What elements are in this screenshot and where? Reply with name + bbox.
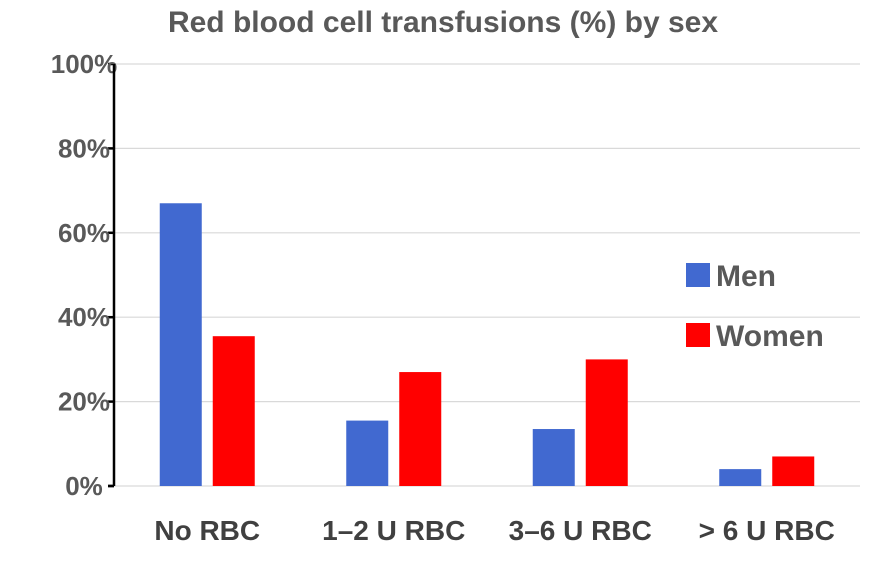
y-tick-label: 80%	[58, 133, 110, 163]
bars	[159, 203, 815, 486]
legend-label-women: Women	[716, 320, 824, 353]
legend-swatch-women	[686, 323, 710, 347]
bar-men-0	[159, 203, 202, 486]
y-tick-label: 20%	[58, 387, 110, 417]
y-tick-label: 60%	[58, 218, 110, 248]
chart-title: Red blood cell transfusions (%) by sex	[168, 6, 718, 39]
y-tick-label: 40%	[58, 302, 110, 332]
x-tick-label: 1–2 U RBC	[322, 515, 465, 546]
bar-women-1	[399, 372, 442, 486]
bar-women-2	[585, 359, 628, 486]
bar-women-3	[772, 456, 815, 486]
y-axis-tick-labels: 0% 20% 40% 60% 80% 100%	[51, 49, 118, 501]
bar-men-3	[719, 469, 762, 486]
x-tick-label: 3–6 U RBC	[509, 515, 652, 546]
bar-men-1	[346, 420, 389, 486]
bar-men-2	[532, 429, 575, 486]
x-tick-label: No RBC	[154, 515, 260, 546]
y-tick-label: 0%	[65, 471, 103, 501]
bar-women-0	[212, 336, 255, 486]
x-axis-tick-labels: No RBC 1–2 U RBC 3–6 U RBC > 6 U RBC	[154, 515, 834, 546]
x-tick-label: > 6 U RBC	[699, 515, 835, 546]
legend: Men Women	[686, 260, 824, 353]
y-tick-label: 100%	[51, 49, 118, 79]
legend-label-men: Men	[716, 260, 776, 293]
legend-swatch-men	[686, 263, 710, 287]
